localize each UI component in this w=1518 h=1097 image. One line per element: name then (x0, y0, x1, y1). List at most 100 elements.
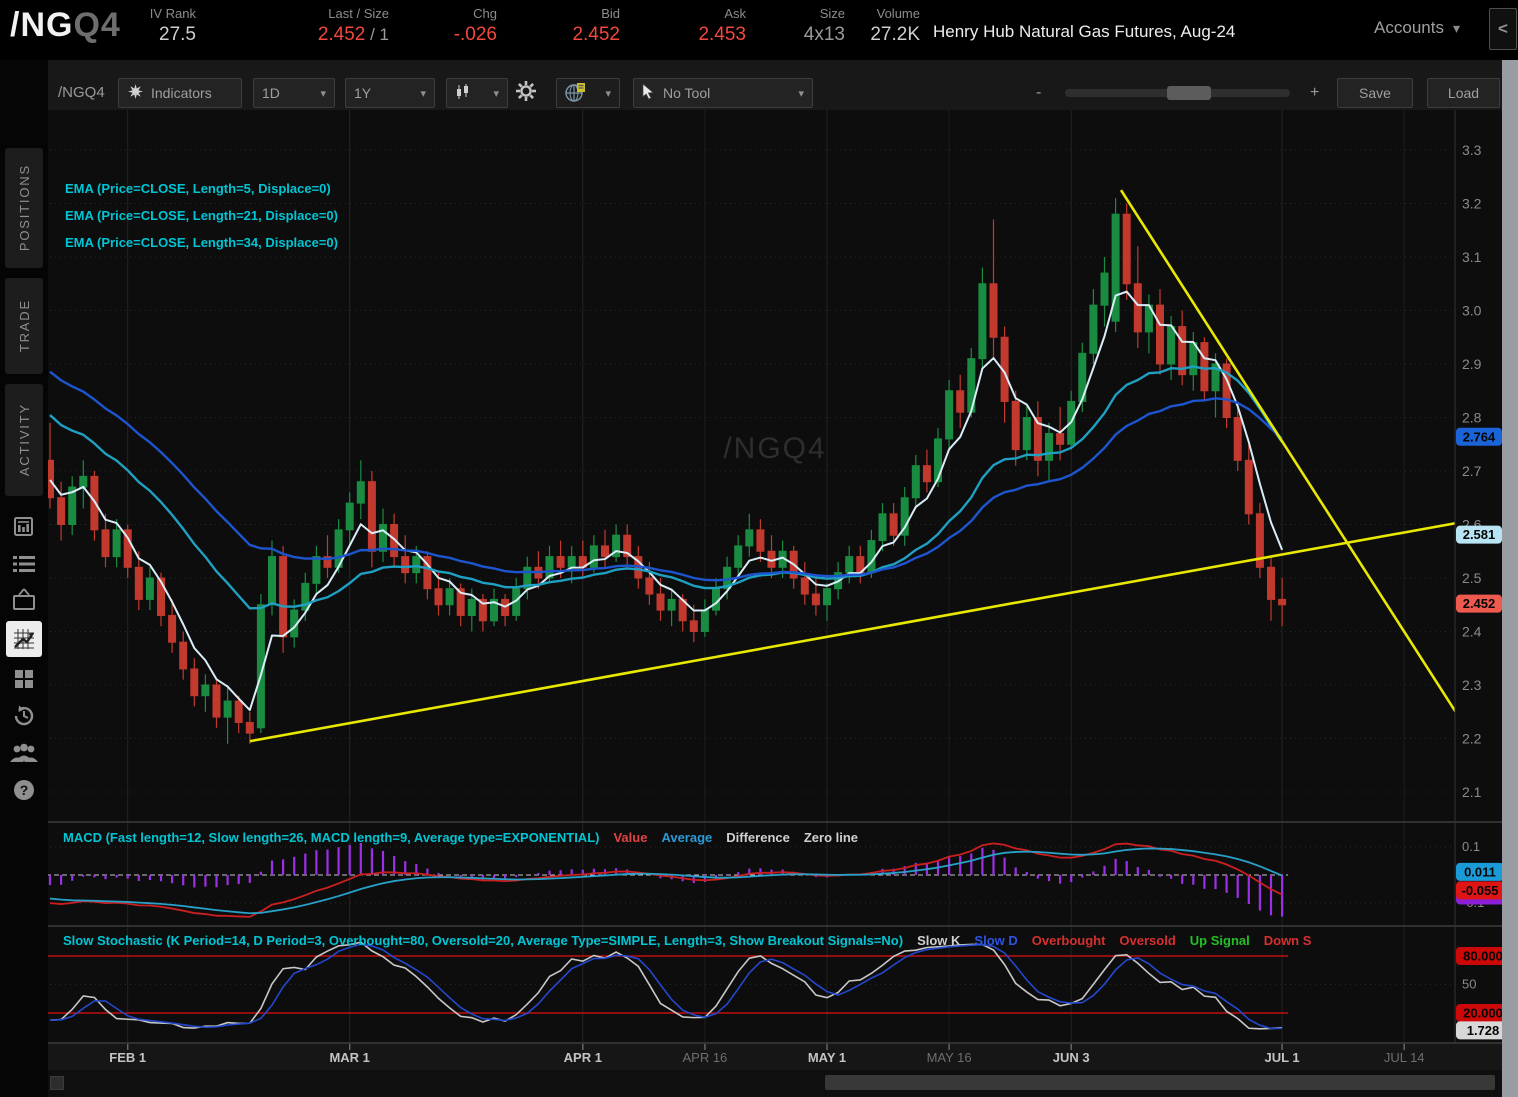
timeframe-dropdown[interactable]: 1D ▾ (253, 78, 335, 108)
community-icon[interactable] (0, 736, 48, 770)
chart-style-dropdown[interactable]: ▾ (446, 78, 508, 108)
legend-item-zero-line: Zero line (803, 830, 859, 845)
time-tick-apr-16: APR 16 (682, 1050, 727, 1065)
drawing-tool-value: No Tool (663, 85, 711, 101)
legend-item-value: Value (613, 830, 648, 845)
time-axis[interactable] (48, 1043, 1502, 1070)
tab-activity-label: ACTIVITY (16, 403, 32, 477)
right-panel-grabber[interactable] (1502, 60, 1518, 1097)
tab-positions[interactable]: POSITIONS (5, 148, 43, 268)
svg-text:2.3: 2.3 (1462, 677, 1482, 693)
svg-text:2.8: 2.8 (1462, 410, 1482, 426)
macd-label[interactable]: MACD (Fast length=12, Slow length=26, MA… (63, 830, 600, 845)
chevron-down-icon: ▾ (320, 87, 326, 100)
svg-text:/NGQ4: /NGQ4 (723, 432, 826, 465)
ema-34-label[interactable]: EMA (Price=CLOSE, Length=34, Displace=0) (65, 235, 338, 250)
chart-settings-button[interactable] (515, 78, 545, 108)
help-icon[interactable]: ? (0, 773, 48, 807)
cursor-icon (642, 82, 656, 103)
range-dropdown[interactable]: 1Y ▾ (345, 78, 435, 108)
chevron-down-icon: ▾ (493, 87, 499, 100)
header: /NGQ4 IV Rank 27.5 Last / Size 2.452 / 1 Chg… (0, 0, 1518, 60)
zoom-in-button[interactable]: + (1310, 84, 1320, 101)
tab-trade-label: TRADE (16, 299, 32, 353)
stat-label: Ask (724, 6, 746, 21)
candlestick-style-icon (455, 83, 474, 103)
stat-value: 27.2K (870, 24, 920, 45)
stat-label: Size (819, 6, 845, 21)
grid-layout-dropdown[interactable]: ▾ (556, 78, 620, 108)
indicators-label: Indicators (151, 85, 212, 101)
indicators-button[interactable]: Indicators (118, 78, 242, 108)
time-tick-jul-14: JUL 14 (1384, 1050, 1425, 1065)
scrollbar-left-button[interactable] (50, 1076, 64, 1090)
load-button[interactable]: Load (1427, 78, 1500, 108)
svg-text:2.452: 2.452 (1463, 596, 1496, 611)
history-icon[interactable] (0, 699, 48, 733)
stat-value: 2.453 (698, 24, 746, 45)
time-tick-may-16: MAY 16 (927, 1050, 972, 1065)
accounts-label: Accounts (1374, 18, 1444, 37)
stat-last-size: Last / Size 2.452 / 1 (318, 6, 389, 47)
scrollbar-handle[interactable] (825, 1075, 1495, 1090)
chevron-down-icon: ▾ (798, 87, 804, 100)
stat-label: IV Rank (149, 6, 196, 21)
tab-trade[interactable]: TRADE (5, 278, 43, 374)
accounts-dropdown[interactable]: Accounts ▾ (1374, 18, 1460, 38)
chart-icon[interactable] (6, 621, 42, 657)
svg-text:2.764: 2.764 (1463, 429, 1496, 444)
watchlist-icon[interactable] (0, 547, 48, 581)
legend-item-slow-d: Slow D (974, 933, 1018, 948)
svg-text:2.9: 2.9 (1462, 356, 1482, 372)
grid-icon[interactable] (0, 662, 48, 696)
svg-text:2.2: 2.2 (1462, 731, 1482, 747)
stat-volume: Volume 27.2K (870, 6, 920, 47)
save-button[interactable]: Save (1337, 78, 1413, 108)
ema-21-label[interactable]: EMA (Price=CLOSE, Length=21, Displace=0) (65, 208, 338, 223)
zoom-slider-handle[interactable] (1167, 86, 1211, 100)
svg-text:3.2: 3.2 (1462, 196, 1482, 212)
tab-positions-label: POSITIONS (16, 164, 32, 252)
gear-icon (515, 80, 537, 107)
news-icon[interactable] (0, 510, 48, 544)
symbol-root: /NG (10, 6, 74, 44)
globe-grid-icon (565, 82, 587, 105)
svg-text:50: 50 (1462, 977, 1476, 992)
stat-bid: Bid 2.452 (572, 6, 620, 47)
stat-ask: Ask 2.453 (698, 6, 746, 47)
tv-icon[interactable] (0, 582, 48, 616)
stat-value: 2.452 (572, 24, 620, 45)
instrument-title: Henry Hub Natural Gas Futures, Aug-24 (933, 22, 1236, 41)
svg-text:3.3: 3.3 (1462, 142, 1482, 158)
svg-text:20.000: 20.000 (1463, 1006, 1502, 1021)
macd-legend: MACD (Fast length=12, Slow length=26, MA… (63, 830, 858, 845)
chevron-left-icon: < (1498, 19, 1508, 38)
chevron-down-icon: ▾ (420, 87, 426, 100)
drawing-tool-dropdown[interactable]: No Tool ▾ (633, 78, 813, 108)
left-sidebar: POSITIONS TRADE ACTIVITY ? (0, 60, 48, 1097)
time-tick-may-1: MAY 1 (808, 1050, 846, 1065)
indicators-icon (127, 83, 144, 103)
ema-legend: EMA (Price=CLOSE, Length=5, Displace=0) E… (65, 175, 338, 256)
chart-scrollbar[interactable] (48, 1070, 1502, 1097)
stat-size: Size 4x13 (804, 6, 845, 47)
collapse-panel-button[interactable]: < (1489, 8, 1517, 50)
zoom-slider[interactable] (1065, 86, 1290, 100)
tab-activity[interactable]: ACTIVITY (5, 384, 43, 496)
legend-item-difference: Difference (726, 830, 790, 845)
ema-5-label[interactable]: EMA (Price=CLOSE, Length=5, Displace=0) (65, 181, 331, 196)
chart-toolbar: /NGQ4 Indicators 1D ▾ 1Y ▾ ▾ ▾ (48, 75, 1502, 111)
time-tick-jun-3: JUN 3 (1053, 1050, 1090, 1065)
chart-canvas[interactable]: 2.12.22.32.42.52.62.72.82.93.03.13.23.3/… (48, 110, 1502, 1097)
legend-item-average: Average (661, 830, 713, 845)
stat-value: 4x13 (803, 24, 845, 45)
zoom-out-button[interactable]: - (1036, 84, 1042, 101)
stochastic-label[interactable]: Slow Stochastic (K Period=14, D Period=3… (63, 933, 904, 948)
svg-text:0.011: 0.011 (1464, 864, 1496, 879)
chevron-down-icon: ▾ (1452, 20, 1460, 36)
svg-text:2.4: 2.4 (1462, 624, 1482, 640)
legend-item-slow-k: Slow K (917, 933, 961, 948)
svg-text:2.1: 2.1 (1462, 784, 1482, 800)
stat-chg: Chg -.026 (454, 6, 497, 47)
